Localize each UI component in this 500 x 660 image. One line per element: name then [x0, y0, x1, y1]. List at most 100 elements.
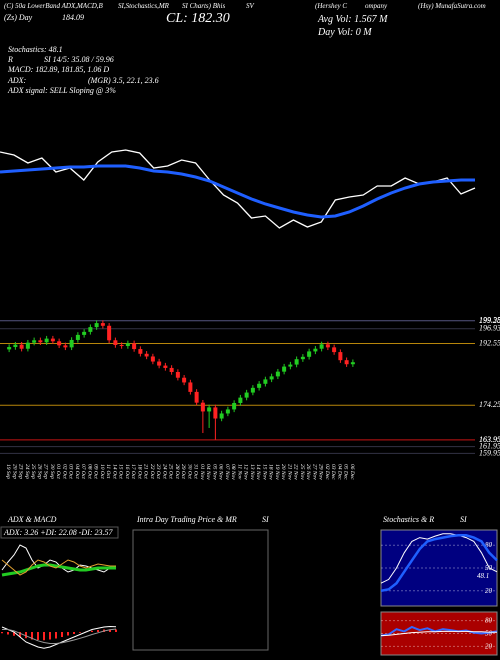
candle-body: [207, 407, 212, 412]
x-tick-label: 04 Oct: [74, 464, 81, 479]
candle-body: [257, 383, 262, 388]
x-tick-label: 11 Nov: [236, 464, 242, 480]
x-tick-label: 01 Nov: [199, 464, 205, 480]
x-tick-label: 08 Nov: [230, 464, 236, 480]
x-tick-label: 19 Nov: [274, 464, 280, 480]
x-tick-label: 27 Sep: [43, 464, 49, 479]
avg-volume: Avg Vol: 1.567 M: [317, 14, 388, 25]
x-tick-label: 19 Sep: [5, 464, 11, 479]
candle-body: [175, 371, 180, 378]
day-value: 184.09: [62, 13, 84, 22]
candle-body: [213, 407, 218, 419]
panel-title: SI: [262, 515, 269, 524]
x-tick-label: 15 Oct: [118, 464, 124, 479]
x-tick-label: 07 Oct: [80, 464, 86, 479]
x-tick-label: 04 Dec: [336, 464, 343, 480]
candle-body: [332, 347, 337, 353]
candle-body: [163, 365, 168, 368]
candle-body: [344, 360, 349, 365]
y-tick-label: 80: [485, 541, 493, 549]
panel-title: SI: [460, 515, 467, 524]
x-tick-label: 18 Nov: [268, 464, 274, 480]
header-text: SI Charts) Bhis: [182, 2, 225, 10]
candle-body: [144, 353, 149, 357]
candle-body: [300, 356, 305, 360]
header-text: SV: [246, 2, 255, 10]
close-price: CL: 182.30: [166, 11, 230, 26]
candle-body: [244, 392, 249, 398]
adx-stat: (MGR) 3.5, 22.1, 23.6: [88, 76, 159, 85]
header-text: ompany: [365, 2, 388, 10]
header-text: (Hsy) MunafaSutra.com: [418, 2, 486, 10]
candle-body: [69, 339, 74, 348]
candle-body: [157, 361, 162, 366]
x-tick-label: 07 Nov: [224, 464, 230, 480]
candle-body: [132, 343, 137, 350]
level-label: 163.95: [479, 435, 500, 444]
x-tick-label: 30 Sep: [49, 463, 55, 479]
series-line: [0, 164, 475, 219]
candle-body: [188, 382, 193, 392]
x-tick-label: 25 Nov: [299, 464, 305, 480]
stochastics-stat: Stochastics: 48.1: [8, 45, 63, 54]
x-tick-label: 08 Oct: [86, 464, 92, 479]
x-tick-label: 11 Oct: [105, 464, 111, 479]
candle-body: [307, 351, 312, 357]
candle-body: [119, 345, 124, 347]
x-tick-label: 29 Oct: [180, 464, 186, 479]
x-tick-label: 10 Oct: [99, 464, 105, 479]
macd-stat: MACD: 182.89, 181.85, 1.06 D: [7, 65, 109, 74]
candle-body: [138, 349, 143, 354]
y-tick-label: 20: [485, 587, 493, 595]
x-tick-label: 31 Oct: [193, 463, 199, 479]
subtitle-box: [0, 526, 119, 539]
adx-signal: ADX signal: SELL Sloping @ 3%: [7, 86, 116, 95]
level-label: 163.95: [479, 435, 500, 444]
x-tick-label: 22 Nov: [293, 464, 299, 480]
series-line: [1, 559, 116, 576]
x-tick-label: 20 Sep: [11, 464, 17, 479]
level-label: 174.25: [479, 400, 500, 409]
x-tick-label: 14 Oct: [111, 464, 118, 479]
candle-body: [44, 338, 49, 343]
series-line: [0, 149, 476, 229]
candle-body: [182, 377, 187, 383]
candle-body: [238, 397, 243, 404]
x-tick-label: 09 Oct: [93, 464, 99, 479]
candle-body: [194, 391, 199, 403]
x-tick-label: 02 Dec: [324, 464, 330, 480]
x-tick-label: 15 Nov: [261, 464, 267, 480]
y-tick-label: 20: [485, 642, 493, 650]
x-tick-label: 05 Nov: [211, 464, 217, 480]
candle-body: [232, 403, 237, 410]
x-tick-label: 23 Sep: [18, 464, 24, 479]
x-tick-label: 26 Sep: [36, 464, 42, 479]
x-tick-label: 20 Nov: [280, 464, 286, 480]
x-tick-label: 27 Nov: [311, 464, 317, 480]
candle-body: [338, 352, 343, 361]
candle-body: [38, 340, 43, 343]
candle-body: [82, 331, 87, 335]
series-line: [2, 628, 117, 644]
candle-body: [94, 323, 99, 328]
level-label: 199.28: [479, 316, 500, 325]
x-tick-label: 23 Oct: [155, 464, 161, 479]
x-tick-label: 25 Sep: [30, 464, 36, 479]
candle-body: [32, 340, 37, 343]
candle-body: [350, 362, 355, 365]
x-tick-label: 06 Nov: [218, 464, 224, 480]
candle-body: [25, 342, 30, 349]
candle-body: [13, 344, 18, 348]
candle-body: [107, 325, 112, 341]
level-label: 161.95: [479, 442, 500, 451]
series-line: [380, 533, 498, 584]
candle-body: [294, 359, 299, 365]
candle-body: [313, 348, 318, 352]
panel-title: ADX & MACD: [7, 515, 57, 524]
candle-body: [225, 409, 230, 414]
x-tick-label: 26 Nov: [305, 464, 311, 480]
candle-body: [88, 327, 93, 332]
candle-body: [319, 344, 324, 349]
